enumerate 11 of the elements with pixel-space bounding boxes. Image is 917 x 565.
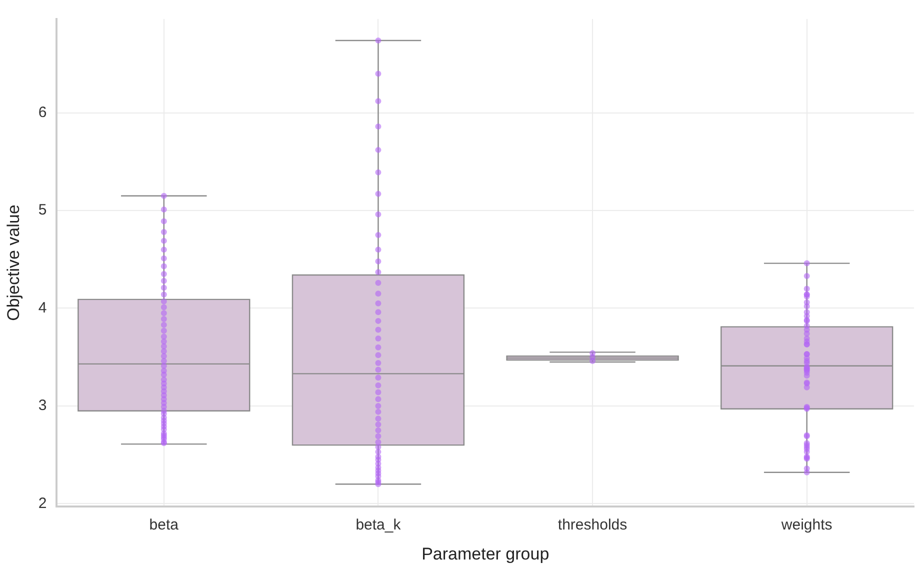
y-tick-label: 4 [38,299,47,316]
y-tick-label: 2 [38,494,47,512]
y-tick-label: 6 [38,104,47,121]
x-tick-label: weights [780,516,832,534]
y-axis-title: Objective value [4,204,23,321]
y-tick-label: 5 [38,202,47,219]
x-tick-label: thresholds [558,516,628,534]
y-tick-label: 3 [38,397,47,414]
x-tick-label: beta [149,516,180,534]
x-axis-title: Parameter group [422,544,550,564]
x-tick-label: beta_k [356,516,402,534]
